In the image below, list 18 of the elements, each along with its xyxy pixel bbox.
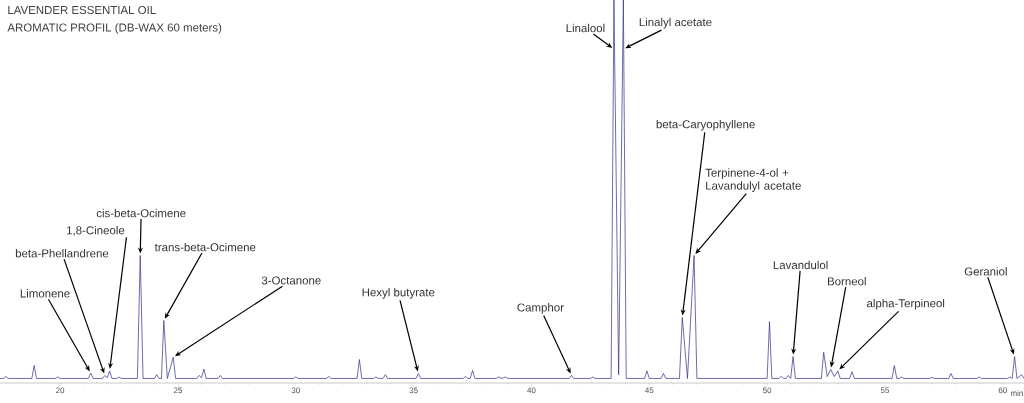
annotation: Borneol [827,276,866,286]
annotation: beta-Phellandrene [15,248,109,258]
annotation: cis-beta-Ocimene [96,208,186,218]
annotation: trans-beta-Ocimene [154,242,256,252]
annotation: 1,8-Cineole [67,225,125,236]
annotation: Linalool [566,23,605,33]
annotation: Geraniol [964,267,1007,276]
annotation: Hexyl butyrate [362,287,435,299]
text: AROMATIC PROFIL (DB-WAX 60 meters) [7,23,222,34]
annotation: beta-Caryophyllene [656,119,755,131]
chart-title: LAVENDER ESSENTIAL OIL [8,5,156,15]
annotation: alpha-Terpineol [867,298,945,310]
annotation: Camphor [517,303,564,314]
annotation: Terpinene-4-ol + Lavandulyl acetate [705,168,801,192]
annotation: Linalyl acetate [639,17,712,29]
annotation: 3-Octanone [261,276,321,285]
annotation: Limonene [20,289,70,298]
annotation: Lavandulol [773,260,828,270]
